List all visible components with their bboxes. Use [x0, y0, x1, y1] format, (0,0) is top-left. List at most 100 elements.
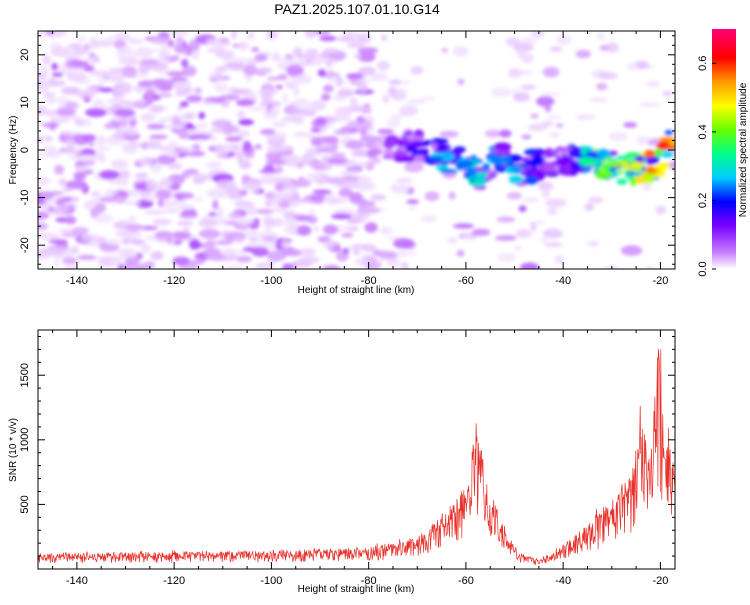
spectrogram-blob	[94, 146, 111, 152]
spectrogram-blob	[348, 122, 359, 128]
spectrogram-blob	[236, 255, 253, 263]
spectrogram-blob	[121, 142, 141, 149]
spectrogram-blob	[528, 123, 548, 132]
spectrogram-blob	[65, 101, 78, 110]
spectrogram-blob	[254, 54, 268, 62]
spectrogram-blob	[457, 78, 465, 86]
spectrogram-blob	[82, 94, 91, 100]
spectrogram-blob	[139, 156, 153, 166]
spectrogram-blob	[281, 249, 303, 257]
spectrogram-blob	[62, 257, 78, 265]
spectrogram-blob	[265, 31, 279, 40]
spectrogram-blob	[357, 47, 379, 54]
spectrogram-blob	[588, 196, 604, 204]
spectrogram-blob	[262, 218, 285, 227]
spectrogram-blob	[121, 71, 137, 78]
snr-ylabel: SNR (10 * v/v)	[8, 418, 19, 482]
spectrogram-blob	[341, 225, 352, 231]
spectrogram-blob	[42, 55, 52, 65]
spectrogram-blob	[453, 46, 469, 57]
spectrogram-blob	[664, 130, 674, 136]
spectrogram-blob	[448, 191, 456, 200]
spectrogram-blob	[441, 48, 449, 53]
spectrogram-blob	[305, 172, 322, 181]
spectrogram-blob	[71, 226, 89, 235]
spectrogram-blob	[38, 66, 50, 75]
spectrogram-blob	[626, 164, 635, 172]
snr-ticks: -140 -120 -100 -80 -60 -40 -20 500 1000 1500	[19, 330, 675, 587]
spectrogram-blob	[281, 93, 289, 104]
spectrogram-blob	[83, 170, 94, 175]
spectrogram-blob	[336, 90, 356, 96]
spectrogram-blob	[584, 203, 594, 211]
spectrogram-blob	[265, 159, 287, 166]
spectrogram-blob	[106, 238, 123, 246]
spectrogram-blob	[325, 197, 341, 205]
spectrogram-blob	[140, 141, 149, 150]
spectrogram-blob	[322, 135, 339, 145]
figure-title: PAZ1.2025.107.01.10.G14	[274, 1, 440, 17]
spectrogram-blob	[395, 251, 408, 257]
spectrogram-blob	[286, 64, 304, 76]
spectrogram-blob	[88, 39, 101, 49]
spectrogram-blob	[663, 144, 675, 150]
spectrogram-blob	[620, 159, 638, 164]
spectrogram-blob	[410, 66, 424, 75]
spectrogram-blob	[608, 132, 628, 142]
x-tick-label: -80	[361, 575, 377, 587]
spectrogram-blob	[158, 92, 173, 98]
spectrogram-blob	[173, 43, 185, 54]
spectrogram-blob	[84, 56, 101, 64]
spectrogram-blob	[293, 85, 300, 97]
spectrogram-blob	[48, 239, 68, 245]
spectrogram-blob	[38, 177, 51, 186]
spectrogram-blob	[271, 120, 288, 128]
spectrogram-blob	[136, 252, 143, 260]
spectrogram-blob	[404, 129, 413, 136]
spectrogram-blob	[351, 150, 371, 157]
spectrogram-blob	[208, 212, 218, 217]
spectrogram-blob	[352, 250, 360, 256]
spectrogram-blob	[520, 37, 538, 46]
spectrogram-blob	[120, 231, 143, 238]
spectrogram-blob	[214, 41, 231, 47]
spectrogram-blob	[516, 94, 529, 102]
spectrogram-blob	[118, 56, 126, 65]
spectrogram-blob	[110, 159, 129, 169]
spectrogram-blob	[298, 256, 320, 264]
spectrogram-blob	[364, 222, 378, 233]
spectrogram-blob	[359, 127, 368, 136]
spectrogram-blob	[266, 76, 281, 81]
spectrogram-blob	[376, 60, 390, 71]
spectrogram-blob	[135, 199, 154, 209]
spectrogram-blob	[344, 110, 352, 121]
spectrogram-blob	[239, 91, 257, 98]
spectrogram-blob	[363, 142, 376, 149]
spectrogram-blob	[355, 257, 371, 266]
spectrogram-blob	[168, 140, 178, 148]
spectrogram-blob	[259, 128, 276, 135]
spectrogram-blob	[145, 94, 154, 105]
spectrogram-blob	[286, 157, 297, 166]
spectrogram-blob	[323, 239, 336, 250]
spectrogram-blob	[131, 264, 148, 269]
spectrogram-blob	[246, 205, 258, 216]
spectrogram-blob	[80, 148, 96, 157]
spectrogram-blob	[60, 54, 81, 59]
spectrogram-blob	[391, 92, 407, 101]
spectrogram-blob	[213, 82, 228, 93]
spectrogram-blob	[346, 42, 365, 48]
x-tick-label: -140	[66, 275, 88, 287]
spectrogram-blob	[521, 197, 540, 203]
spectrogram-blob	[322, 265, 342, 269]
spectrogram-blob	[243, 74, 253, 80]
x-tick-label: -60	[458, 275, 474, 287]
spectrogram-blob	[382, 153, 393, 160]
spectrogram-blob	[181, 171, 191, 179]
spectrogram-blob	[615, 155, 632, 160]
spectrogram-blob	[384, 140, 397, 148]
spectrogram-blob	[326, 69, 335, 79]
x-tick-label: -120	[163, 575, 185, 587]
spectrogram-blob	[303, 195, 311, 204]
